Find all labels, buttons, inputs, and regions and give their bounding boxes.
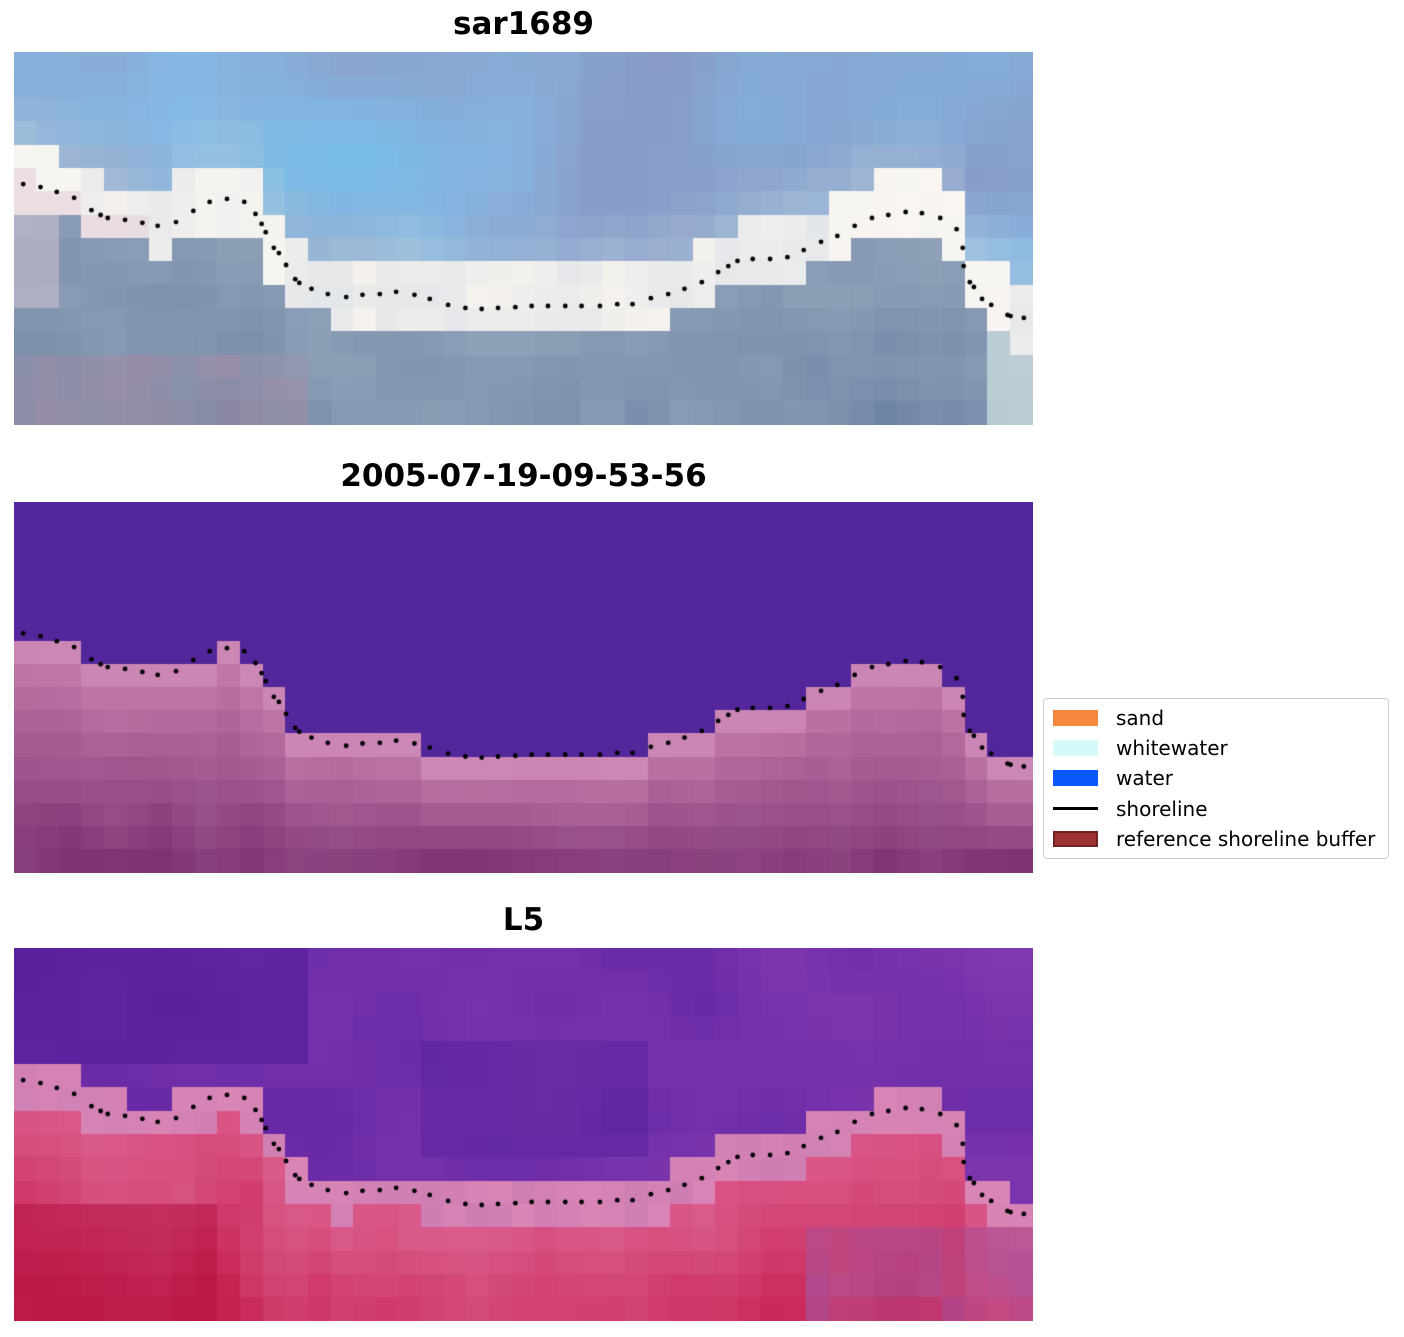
sar-satellite-image: [14, 52, 1033, 425]
l5-satellite-image: [14, 948, 1033, 1321]
water-swatch: [1053, 770, 1098, 787]
legend-label-shoreline: shoreline: [1116, 796, 1208, 821]
panel-title-l5: L5: [502, 902, 545, 938]
legend-item-sand: sand: [1044, 703, 1388, 733]
whitewater-swatch: [1053, 740, 1098, 757]
legend-item-water: water: [1044, 763, 1388, 793]
legend-item-shoreline: shoreline: [1044, 794, 1388, 824]
legend-item-whitewater: whitewater: [1044, 733, 1388, 763]
legend-label-water: water: [1116, 766, 1173, 791]
panel-title-sar1689: sar1689: [453, 6, 594, 42]
sand-swatch: [1053, 710, 1098, 727]
classified-image: [14, 502, 1033, 873]
legend: sand whitewater water shoreline referenc…: [1043, 698, 1389, 859]
legend-item-reference-buffer: reference shoreline buffer: [1044, 824, 1388, 854]
legend-label-sand: sand: [1116, 706, 1165, 731]
reference-buffer-swatch: [1053, 830, 1098, 847]
shoreline-line-swatch: [1053, 807, 1098, 811]
panel-title-date: 2005-07-19-09-53-56: [340, 458, 707, 494]
legend-label-reference-buffer: reference shoreline buffer: [1116, 826, 1376, 851]
legend-label-whitewater: whitewater: [1116, 736, 1228, 761]
